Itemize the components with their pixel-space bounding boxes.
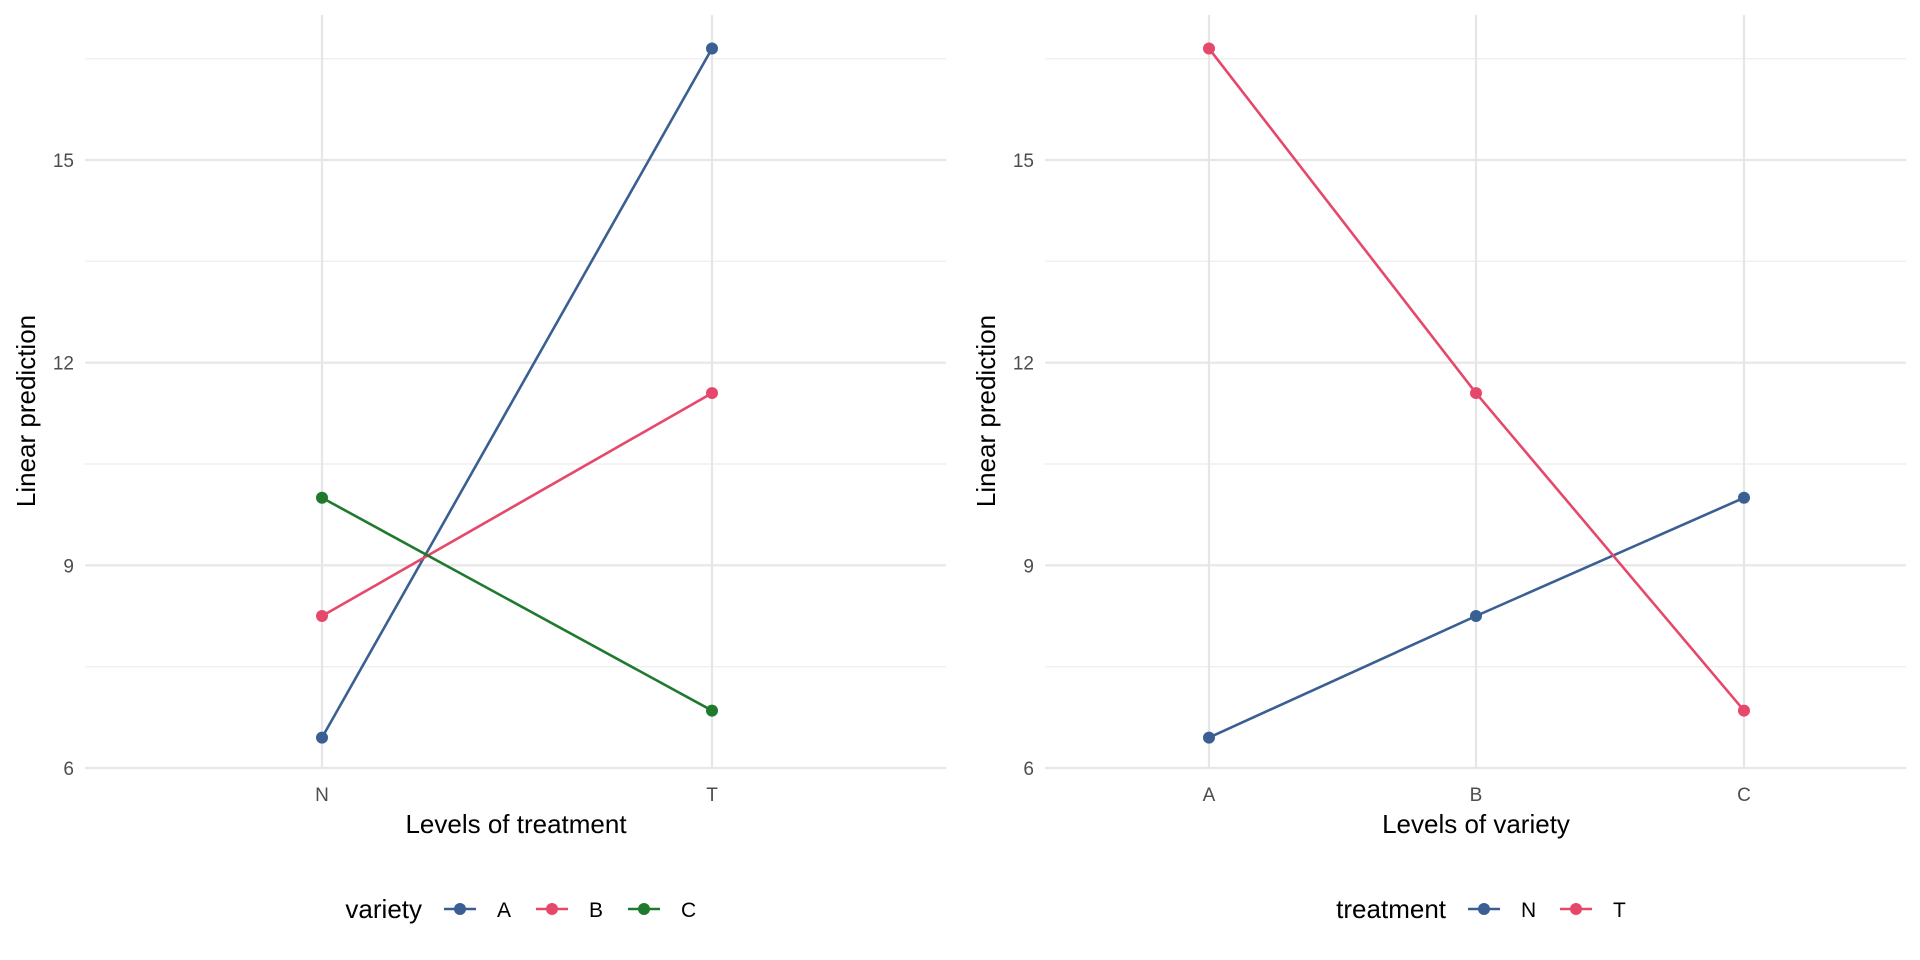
legend-treatment: treatment N T — [1336, 894, 1626, 924]
legend-key-C — [628, 903, 660, 915]
data-point-C-N — [316, 491, 328, 504]
y-tick-label: 9 — [63, 556, 74, 577]
y-tick-labels-variety: 6 9 12 15 — [1013, 151, 1034, 780]
y-tick-label: 6 — [63, 759, 74, 780]
series-line-C — [321, 496, 713, 712]
x-axis-title-treatment: Levels of treatment — [405, 809, 627, 839]
legend-key-B — [536, 903, 568, 915]
data-point-N-B — [1470, 610, 1482, 622]
series-group-treatment — [316, 42, 718, 744]
panel-variety: 6 9 12 15 A B C Levels of variety Linear pred… — [971, 15, 1906, 924]
data-point-N-A — [1203, 731, 1215, 744]
y-tick-label: 12 — [1013, 354, 1034, 375]
x-tick-labels-variety: A B C — [1203, 785, 1751, 806]
data-point-B-T — [706, 387, 718, 400]
series-line-A — [320, 47, 714, 739]
y-axis-title-treatment: Linear prediction — [11, 315, 41, 507]
x-tick-label: C — [1737, 785, 1751, 806]
legend-key-T — [1560, 903, 1592, 915]
data-point-T-A — [1203, 42, 1215, 55]
y-tick-label: 6 — [1023, 759, 1034, 780]
gridlines-variety — [1045, 15, 1906, 770]
x-tick-label: N — [315, 785, 329, 806]
legend-label: B — [589, 899, 603, 922]
x-tick-label: T — [706, 785, 718, 806]
gridlines-treatment — [85, 15, 946, 770]
data-point-T-C — [1738, 704, 1750, 717]
data-point-T-B — [1470, 387, 1482, 400]
data-point-C-T — [706, 704, 718, 717]
legend-title: variety — [345, 894, 422, 924]
y-tick-label: 15 — [53, 151, 74, 172]
series-group-variety — [1203, 42, 1750, 744]
legend-label: A — [497, 899, 511, 922]
y-tick-labels-treatment: 6 9 12 15 — [53, 151, 74, 780]
x-tick-label: B — [1470, 785, 1483, 806]
legend-key-point — [1570, 903, 1582, 915]
data-point-N-C — [1738, 491, 1750, 504]
y-tick-label: 15 — [1013, 151, 1034, 172]
legend-title: treatment — [1336, 894, 1447, 924]
legend-key-point — [454, 903, 466, 915]
series-line-B — [321, 391, 713, 618]
data-point-B-N — [316, 610, 328, 622]
legend-key-A — [444, 903, 476, 915]
legend-key-N — [1468, 903, 1500, 915]
y-axis-title-variety: Linear prediction — [971, 315, 1001, 507]
legend-label: C — [681, 899, 696, 922]
data-point-A-T — [706, 42, 718, 55]
y-tick-label: 9 — [1023, 556, 1034, 577]
data-point-A-N — [316, 731, 328, 744]
legend-key-point — [1478, 903, 1490, 915]
x-axis-title-variety: Levels of variety — [1382, 809, 1570, 839]
y-tick-label: 12 — [53, 354, 74, 375]
legend-variety: variety A B C — [345, 894, 696, 924]
x-tick-label: A — [1203, 785, 1216, 806]
legend-label: N — [1521, 899, 1536, 922]
legend-key-point — [638, 903, 650, 915]
legend-key-point — [546, 903, 558, 915]
legend-label: T — [1613, 899, 1626, 922]
